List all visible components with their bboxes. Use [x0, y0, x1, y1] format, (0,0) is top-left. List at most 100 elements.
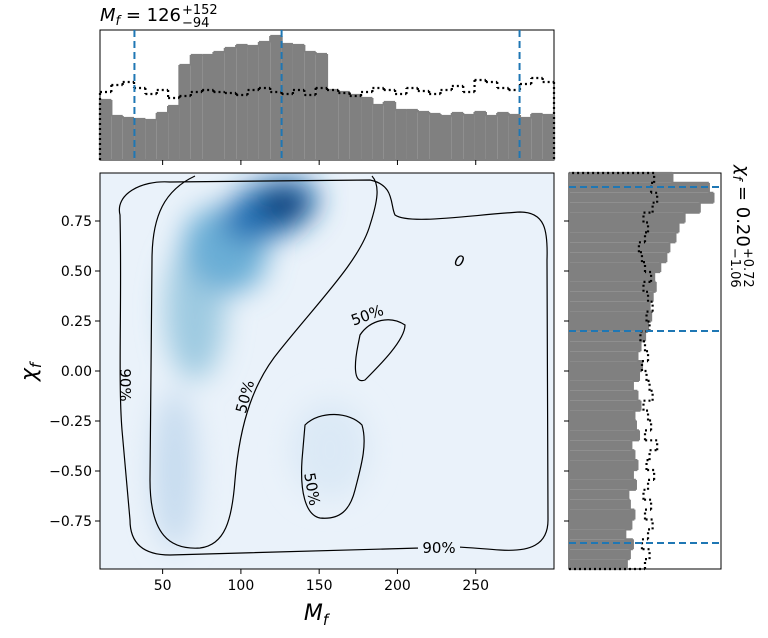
hist-bar — [569, 509, 635, 520]
y-tick-label: 0.75 — [61, 214, 92, 230]
hist-bar — [338, 92, 350, 160]
hist-bar — [270, 36, 282, 160]
y-tick-label: 0.00 — [61, 364, 92, 380]
y-tick-label: −0.25 — [49, 414, 92, 430]
expr-text: = 126 — [120, 5, 181, 26]
y-tick-label: −0.75 — [49, 514, 92, 530]
hist-bar — [417, 112, 430, 160]
x-axis-label: Mf — [304, 601, 331, 629]
density-panel — [100, 173, 554, 569]
x-label-sub: f — [323, 611, 331, 629]
y-axis-label: χf — [17, 360, 45, 382]
expression: χf = 0.20 — [729, 164, 753, 247]
hist-bar — [168, 106, 180, 160]
hist-bar — [327, 90, 339, 160]
hist-bar — [213, 52, 225, 160]
hist-bar — [519, 118, 532, 160]
hist-bar — [569, 291, 653, 302]
expr-sub: −94 — [182, 16, 209, 31]
hist-bar — [569, 539, 633, 550]
hist-bar — [315, 54, 327, 160]
y-tick-label: 0.50 — [61, 264, 92, 280]
hist-bar — [508, 115, 520, 160]
contour-label: 50% — [300, 471, 324, 507]
hist-bar — [569, 192, 714, 203]
hist-bar — [134, 119, 146, 160]
hist-bar — [179, 65, 191, 160]
hist-bar — [236, 45, 248, 160]
hist-bar — [569, 232, 676, 243]
hist-bar — [569, 519, 632, 530]
expr-sup: +0.72 — [740, 248, 755, 288]
hist-bar — [292, 45, 305, 160]
hist-bar — [156, 113, 169, 160]
density-image — [153, 178, 370, 550]
density-blob — [290, 400, 370, 500]
hist-bar — [100, 100, 112, 160]
hist-bar — [569, 529, 626, 540]
contour-90 — [118, 179, 549, 556]
hist-bar — [569, 371, 639, 381]
hist-bar — [383, 102, 396, 160]
expr-sub: −1.06 — [727, 248, 742, 288]
hist-bar — [569, 430, 639, 441]
hist-bar — [474, 112, 486, 160]
contour-label: 90% — [422, 539, 455, 557]
hist-bar — [569, 222, 679, 233]
hist-bar — [569, 450, 635, 461]
hist-bar — [569, 420, 636, 431]
hist-bar — [569, 380, 633, 391]
hist-bar — [569, 559, 627, 569]
hist-bar — [111, 116, 123, 160]
hist-bar — [463, 115, 475, 160]
hist-bar — [224, 48, 237, 160]
contour-label: 90% — [116, 368, 134, 401]
density-blob — [258, 190, 308, 220]
hist-bar — [569, 460, 638, 470]
hist-bar — [569, 351, 638, 362]
hist-bar — [304, 52, 316, 160]
hist-bar — [569, 470, 633, 480]
density-blob — [153, 390, 197, 550]
title: Mf = 126 +152−94 — [100, 3, 218, 31]
hist-bar — [542, 115, 554, 160]
hist-bar — [247, 46, 259, 160]
hist-bar — [569, 252, 667, 263]
expr-symbol: χ — [732, 164, 753, 177]
hist-bar — [349, 95, 362, 160]
hist-bar — [569, 361, 642, 371]
x-tick-label: 100 — [228, 578, 255, 594]
hist-bar — [190, 55, 203, 160]
y-label-sub: f — [27, 360, 45, 368]
contour-50 — [300, 413, 365, 519]
hist-bar — [569, 499, 630, 510]
hist-bar — [202, 55, 214, 160]
side-label: χf = 0.20+0.72−1.06 — [727, 164, 755, 288]
hist-bar — [569, 410, 635, 421]
hist-bar — [451, 113, 464, 160]
y-label-symbol: χ — [17, 367, 42, 382]
x-tick-label: 150 — [306, 578, 333, 594]
expr-sup: +152 — [182, 3, 218, 18]
hist-bar — [569, 311, 652, 322]
y-tick-label: −0.50 — [49, 464, 92, 480]
expr-text: = 0.20 — [732, 180, 753, 247]
hist-bar — [569, 272, 655, 282]
hist-bar — [406, 110, 418, 160]
hist-bar — [569, 341, 641, 352]
x-tick-label: 250 — [462, 578, 489, 594]
hist-bar — [569, 262, 661, 272]
hist-bar — [569, 400, 641, 411]
hist-bar — [569, 301, 650, 312]
hist-bar — [569, 281, 656, 292]
x-label-symbol: M — [304, 601, 323, 626]
hist-bar — [531, 114, 543, 160]
hist-bar — [361, 98, 373, 160]
hist-bar — [569, 173, 673, 183]
hist-bar — [569, 242, 670, 253]
hist-bar — [440, 116, 452, 160]
hist-bar — [372, 105, 384, 160]
hist-bar — [145, 120, 157, 160]
hist-bar — [569, 479, 636, 490]
